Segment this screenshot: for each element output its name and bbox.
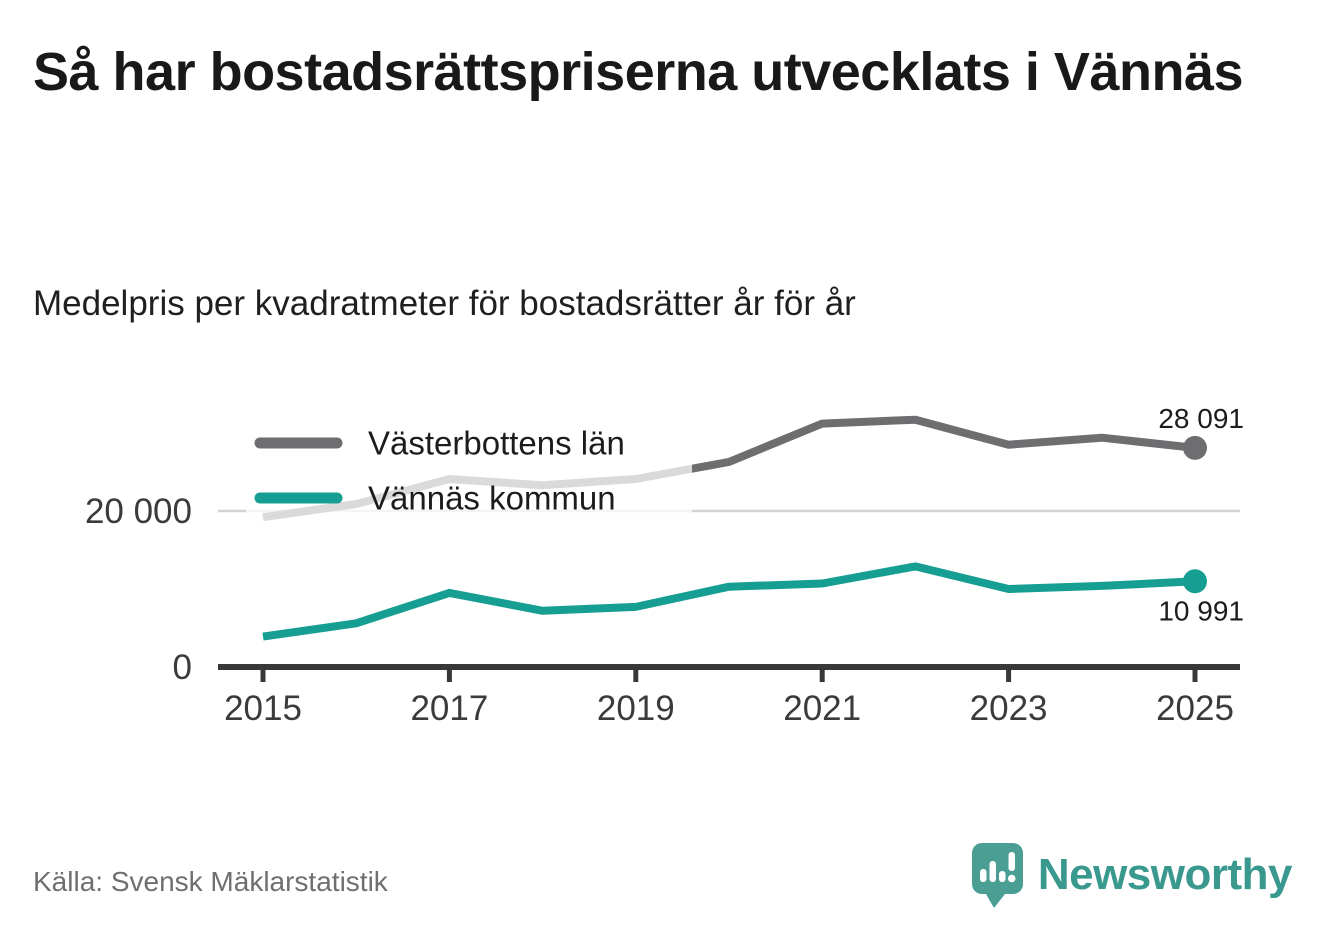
legend-label: Västerbottens län — [368, 425, 625, 462]
y-axis-labels: 0 20 000 — [85, 492, 192, 687]
x-axis-ticks: 2015 2017 2019 2021 2023 2025 — [224, 667, 1234, 728]
end-value-label: 28 091 — [1158, 403, 1244, 434]
end-value-label: 10 991 — [1158, 595, 1244, 626]
bar-2 — [989, 861, 996, 882]
bar-1 — [979, 869, 987, 882]
x-tick-label: 2019 — [597, 689, 675, 728]
x-tick-label: 2015 — [224, 689, 302, 728]
brand-wordmark: Newsworthy — [1037, 850, 1293, 899]
newsworthy-logo-icon — [971, 843, 1023, 908]
series-line-municipality — [262, 562, 1196, 641]
exclamation-dot — [1007, 874, 1016, 883]
brand-lockup: Newsworthy — [969, 841, 1293, 909]
x-tick-label: 2025 — [1156, 689, 1234, 728]
end-value-annotations: 28 091 10 991 — [1158, 403, 1244, 626]
end-dot — [1183, 569, 1207, 594]
chart-subtitle: Medelpris per kvadratmeter för bostadsrä… — [33, 284, 856, 323]
speech-bubble-shape — [971, 843, 1023, 908]
y-tick-label: 20 000 — [85, 492, 192, 531]
y-tick-label: 0 — [173, 648, 192, 687]
exclamation-bar — [1008, 852, 1015, 871]
x-tick-label: 2023 — [970, 689, 1048, 728]
chart-legend: Västerbottens län Vännäs kommun — [254, 425, 625, 517]
end-dot — [1183, 435, 1207, 460]
x-tick-label: 2017 — [410, 689, 488, 728]
source-note: Källa: Svensk Mäklarstatistik — [33, 866, 388, 897]
page-title: Så har bostadsrättspriserna utvecklats i… — [33, 42, 1244, 102]
legend-label: Vännäs kommun — [368, 480, 616, 517]
bar-3 — [998, 871, 1006, 882]
x-tick-label: 2021 — [783, 689, 861, 728]
